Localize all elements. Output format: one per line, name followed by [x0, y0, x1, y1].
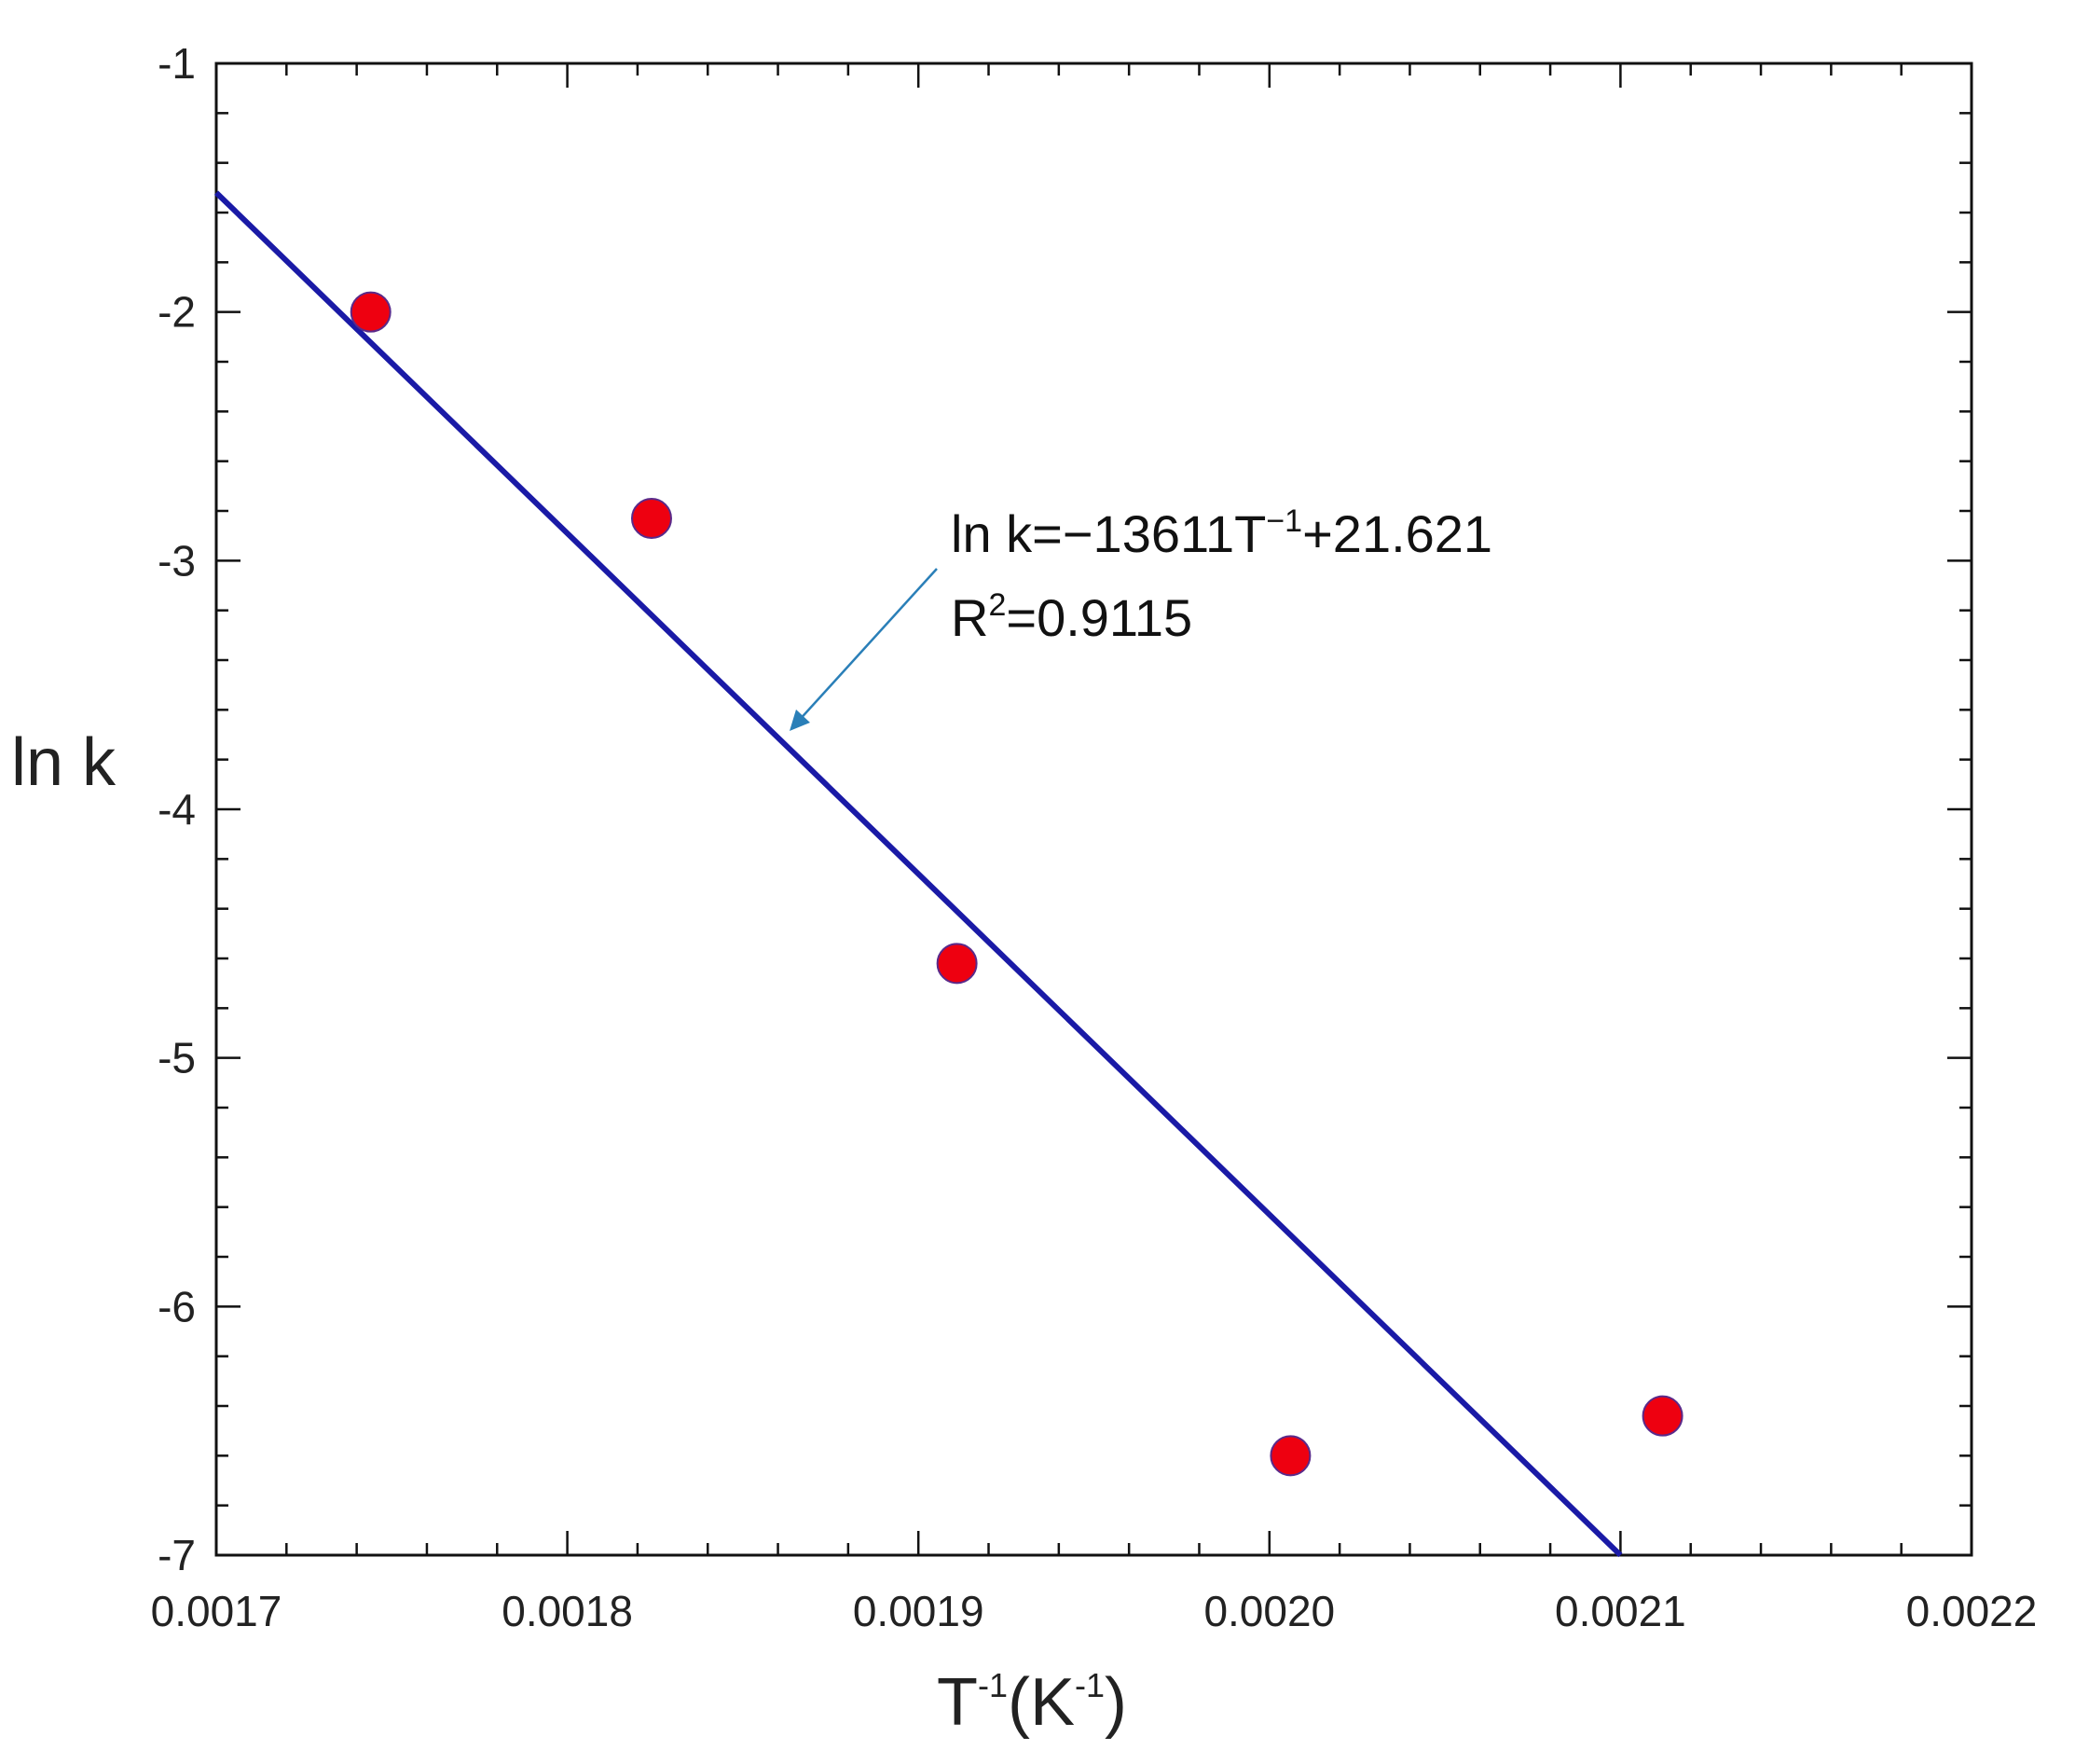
- fit-r-squared-sup: 2: [988, 587, 1006, 623]
- y-tick-label: -7: [158, 1531, 196, 1579]
- y-tick-labels: -1 -2 -3 -4 -5 -6 -7: [158, 39, 196, 1579]
- y-axis-title: ln k: [11, 725, 117, 800]
- y-tick-label: -3: [158, 536, 196, 585]
- x-tick-label: 0.0019: [853, 1587, 984, 1635]
- x-axis-title-mid-sup: -1: [1075, 1666, 1105, 1704]
- x-axis-title: T-1(K-1): [937, 1665, 1127, 1740]
- y-tick-label: -1: [158, 39, 196, 88]
- x-tick-label: 0.0020: [1203, 1587, 1335, 1635]
- x-tick-label: 0.0021: [1555, 1587, 1686, 1635]
- x-tick-label: 0.0018: [502, 1587, 633, 1635]
- data-point: [350, 291, 392, 333]
- y-tick-label: -6: [158, 1282, 196, 1330]
- fit-r-squared-pre: R: [951, 588, 988, 647]
- annotation-arrow-line: [796, 568, 938, 724]
- y-tick-label: -5: [158, 1034, 196, 1082]
- fit-equation-sup: −1: [1266, 503, 1302, 539]
- fit-r-squared: R2=0.9115: [951, 587, 1192, 647]
- x-tick-label: 0.0017: [151, 1587, 282, 1635]
- fit-equation-post: +21.621: [1302, 504, 1492, 563]
- fit-annotation: ln k=−13611T−1+21.621 R2=0.9115: [790, 503, 1492, 731]
- fit-r-squared-post: =0.9115: [1006, 588, 1192, 647]
- y-tick-label: -2: [158, 288, 196, 337]
- x-axis-title-mid: (K: [1008, 1665, 1075, 1740]
- points-layer: [350, 291, 1683, 1477]
- data-point: [1270, 1435, 1312, 1477]
- x-axis-title-base-sup: -1: [978, 1666, 1008, 1704]
- annotation-arrow-head: [790, 710, 810, 731]
- x-tick-label: 0.0022: [1906, 1587, 2038, 1635]
- x-tick-labels: 0.0017 0.0018 0.0019 0.0020 0.0021 0.0022: [151, 1587, 2038, 1635]
- fit-line: [213, 190, 1623, 1558]
- fit-equation-pre: ln k=−13611T: [951, 504, 1266, 563]
- fit-layer: [213, 190, 1623, 1558]
- x-axis-title-end: ): [1105, 1665, 1127, 1740]
- plot-frame: [214, 62, 1973, 1557]
- x-axis-title-base: T: [937, 1665, 978, 1740]
- data-point: [630, 498, 672, 539]
- data-point: [936, 943, 978, 985]
- y-tick-label: -4: [158, 785, 196, 834]
- data-point: [1642, 1395, 1683, 1437]
- fit-equation: ln k=−13611T−1+21.621: [951, 503, 1492, 563]
- ticks-layer: [214, 62, 1973, 1557]
